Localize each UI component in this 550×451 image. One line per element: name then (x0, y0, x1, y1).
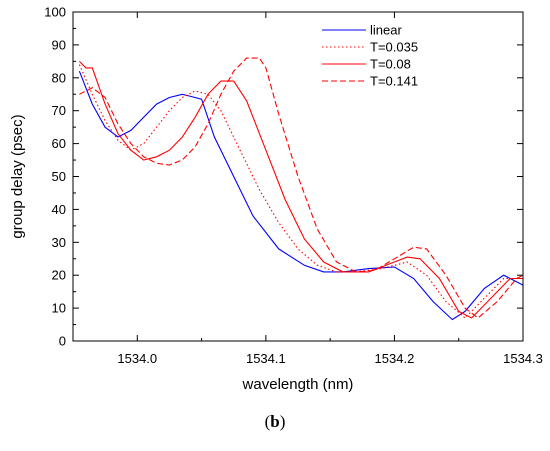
panel-label-close: ) (279, 412, 286, 431)
legend-label-1: linear (370, 23, 402, 38)
y-axis-title: group delay (psec) (9, 114, 26, 238)
panel-label-open: ( (264, 412, 271, 431)
x-axis-title: wavelength (nm) (242, 376, 354, 393)
y-tick-label: 50 (52, 169, 66, 184)
plot-frame (72, 11, 524, 342)
x-tick-label: 1534.0 (117, 351, 157, 366)
group-delay-chart: 0 10 20 30 40 50 60 70 80 90 100 1534.0 1534.1 1534.2… (9, 5, 543, 394)
y-tick-label: 100 (44, 5, 66, 20)
y-tick-label: 60 (52, 136, 66, 151)
y-tick-label: 30 (52, 235, 66, 250)
series-line-3 (79, 61, 523, 319)
panel-label: (b) (0, 412, 550, 432)
legend-label-2: T=0.035 (370, 40, 418, 55)
x-tick-label: 1534.3 (503, 351, 543, 366)
x-tick-label: 1534.2 (375, 351, 415, 366)
y-tick-label: 40 (52, 202, 66, 217)
y-tick-label: 0 (59, 334, 66, 349)
panel-label-letter: b (270, 412, 280, 431)
y-tick-label: 70 (52, 103, 66, 118)
y-tick-label: 80 (52, 70, 66, 85)
x-tick-label: 1534.1 (246, 351, 286, 366)
series-layer (78, 57, 524, 321)
tick-layer: 0 10 20 30 40 50 60 70 80 90 100 1534.0 1534.1 1534.2… (44, 5, 543, 367)
legend-label-3: T=0.08 (370, 57, 411, 72)
series-line-2 (78, 64, 523, 319)
y-tick-label: 90 (52, 37, 66, 52)
series-line-4 (79, 57, 524, 319)
legend-label-4: T=0.141 (370, 74, 418, 89)
series-line-1 (78, 70, 524, 321)
legend: linear T=0.035 T=0.08 T=0.141 (322, 23, 418, 89)
y-tick-label: 10 (52, 301, 66, 316)
y-tick-label: 20 (52, 268, 66, 283)
